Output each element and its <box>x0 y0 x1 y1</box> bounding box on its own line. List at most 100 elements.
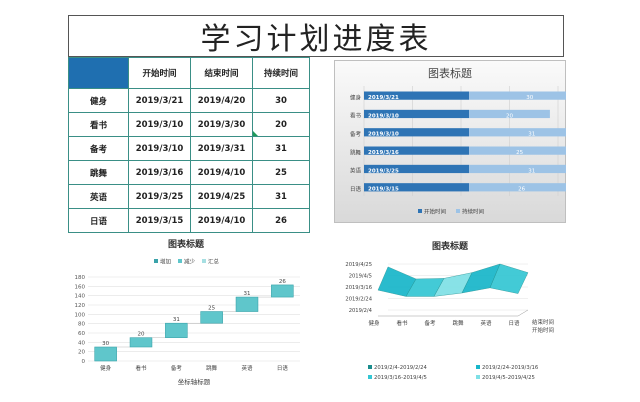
surface-y-tick: 2019/3/16 <box>345 285 372 291</box>
row-start[interactable]: 2019/3/10 <box>128 136 191 161</box>
waterfall-category-label: 备考 <box>171 364 183 372</box>
waterfall-value-label: 31 <box>173 317 180 323</box>
gantt-start-label: 2019/3/10 <box>368 113 399 119</box>
gantt-duration-bar[interactable] <box>469 128 595 137</box>
surface-chart[interactable]: 图表标题 2019/2/4 2019/2/24 2019/3/16 2019/4/5 2… <box>330 235 570 395</box>
row-end[interactable]: 2019/4/10 <box>190 208 253 233</box>
waterfall-legend-swatch <box>154 259 158 263</box>
gantt-duration-bar[interactable] <box>469 146 571 155</box>
surface-y-tick: 2019/4/5 <box>349 274 372 280</box>
surface-patch[interactable] <box>489 263 529 294</box>
gantt-start-bar[interactable] <box>364 183 470 192</box>
row-duration[interactable]: 31 <box>252 136 310 161</box>
waterfall-category-label: 日语 <box>277 364 289 372</box>
gantt-chart-title: 图表标题 <box>428 66 472 80</box>
waterfall-value-label: 25 <box>208 306 215 312</box>
surface-legend-swatch <box>368 365 372 369</box>
gantt-start-bar[interactable] <box>364 146 470 155</box>
gantt-duration-bar[interactable] <box>469 183 575 192</box>
header-duration[interactable]: 持续时间 <box>252 57 310 89</box>
row-end[interactable]: 2019/3/31 <box>190 136 253 161</box>
row-name[interactable]: 英语 <box>68 184 129 209</box>
row-start[interactable]: 2019/3/21 <box>128 88 191 113</box>
waterfall-chart[interactable]: 图表标题 增加 减少 汇总 0 20 40 60 80 100 120 140 160 180 30 健… <box>68 233 308 393</box>
gantt-duration-bar[interactable] <box>469 91 591 100</box>
gantt-duration-bar[interactable] <box>469 164 595 174</box>
row-end[interactable]: 2019/4/25 <box>190 184 253 209</box>
row-name[interactable]: 看书 <box>68 112 129 137</box>
gantt-legend-swatch <box>456 209 460 213</box>
row-start[interactable]: 2019/3/15 <box>128 208 191 233</box>
surface-y-tick: 2019/2/24 <box>345 297 372 303</box>
gantt-start-label: 2019/3/16 <box>368 150 399 156</box>
waterfall-bar[interactable] <box>129 337 153 348</box>
surface-y-tick: 2019/2/4 <box>349 308 373 314</box>
row-name[interactable]: 备考 <box>68 136 129 161</box>
surface-category-label: 日语 <box>508 319 520 327</box>
row-duration[interactable]: 30 <box>252 88 310 113</box>
surface-legend-swatch <box>368 375 372 379</box>
waterfall-y-tick: 20 <box>78 350 85 356</box>
gantt-chart-svg: 图表标题 健身 2019/3/21 30 看书 2019/3/10 20 备考 2019/3/… <box>334 60 595 223</box>
table-row: 跳舞 2019/3/16 2019/4/10 25 <box>68 160 310 185</box>
row-start[interactable]: 2019/3/25 <box>128 184 191 209</box>
gantt-start-label: 2019/3/25 <box>368 168 399 174</box>
waterfall-bar[interactable] <box>94 346 117 362</box>
gantt-start-bar[interactable] <box>364 109 470 119</box>
gantt-start-bar[interactable] <box>364 128 470 137</box>
gantt-duration-label: 25 <box>516 150 523 156</box>
gantt-start-bar[interactable] <box>364 91 470 100</box>
table-row: 英语 2019/3/25 2019/4/25 31 <box>68 184 310 209</box>
header-corner-cell[interactable] <box>68 57 129 89</box>
row-name[interactable]: 健身 <box>68 88 129 113</box>
waterfall-legend-label: 增加 <box>160 258 171 266</box>
gantt-chart-area <box>334 60 566 223</box>
surface-chart-svg: 图表标题 2019/2/4 2019/2/24 2019/3/16 2019/4/5 2… <box>345 240 554 381</box>
waterfall-bar[interactable] <box>271 284 294 298</box>
gantt-start-bar[interactable] <box>364 164 470 174</box>
gantt-duration-label: 31 <box>528 168 535 174</box>
surface-category-label: 跳舞 <box>452 319 464 327</box>
gantt-category-label: 备考 <box>350 130 362 138</box>
waterfall-y-tick: 80 <box>78 322 85 328</box>
gantt-category-label: 日语 <box>350 185 362 193</box>
gantt-category-label: 看书 <box>350 112 362 120</box>
row-start[interactable]: 2019/3/16 <box>128 160 191 185</box>
waterfall-chart-svg: 图表标题 增加 减少 汇总 0 20 40 60 80 100 120 140 160 180 30 健… <box>75 238 300 386</box>
table-row: 日语 2019/3/15 2019/4/10 26 <box>68 208 310 233</box>
plan-table: 开始时间 结束时间 持续时间 健身 2019/3/21 2019/4/20 30… <box>68 57 310 233</box>
row-duration[interactable]: 25 <box>252 160 310 185</box>
row-duration[interactable]: 31 <box>252 184 310 209</box>
gantt-category-label: 英语 <box>350 167 362 175</box>
row-end[interactable]: 2019/4/10 <box>190 160 253 185</box>
surface-legend-swatch <box>476 375 480 379</box>
waterfall-category-label: 英语 <box>241 364 253 372</box>
gantt-duration-label: 26 <box>518 187 525 193</box>
surface-chart-title: 图表标题 <box>432 240 469 252</box>
row-start[interactable]: 2019/3/10 <box>128 112 191 137</box>
row-duration[interactable]: 20 <box>252 112 310 137</box>
row-duration[interactable]: 26 <box>252 208 310 233</box>
gantt-legend-label: 开始时间 <box>424 208 446 216</box>
header-start[interactable]: 开始时间 <box>128 57 191 89</box>
waterfall-bar[interactable] <box>235 296 259 312</box>
gantt-chart[interactable]: 图表标题 健身 2019/3/21 30 看书 2019/3/10 20 备考 2019/3/… <box>334 60 595 223</box>
waterfall-bar[interactable] <box>200 311 223 324</box>
row-end[interactable]: 2019/4/20 <box>190 88 253 113</box>
row-end[interactable]: 2019/3/30 <box>190 112 253 137</box>
gantt-duration-bar[interactable] <box>469 109 550 119</box>
header-end[interactable]: 结束时间 <box>190 57 253 89</box>
waterfall-category-label: 跳舞 <box>206 364 218 372</box>
waterfall-legend-label: 汇总 <box>208 258 220 266</box>
gantt-category-label: 健身 <box>350 93 362 101</box>
row-name[interactable]: 跳舞 <box>68 160 129 185</box>
gantt-duration-label: 31 <box>528 132 535 138</box>
gantt-duration-label: 20 <box>506 113 513 119</box>
waterfall-bar[interactable] <box>165 322 188 338</box>
surface-legend-label: 2019/3/16-2019/4/5 <box>374 375 427 381</box>
waterfall-y-tick: 100 <box>75 312 86 318</box>
row-name[interactable]: 日语 <box>68 208 129 233</box>
waterfall-chart-title: 图表标题 <box>168 238 205 250</box>
surface-depth-label: 结束时间 <box>532 318 554 326</box>
surface-category-label: 英语 <box>480 319 492 327</box>
